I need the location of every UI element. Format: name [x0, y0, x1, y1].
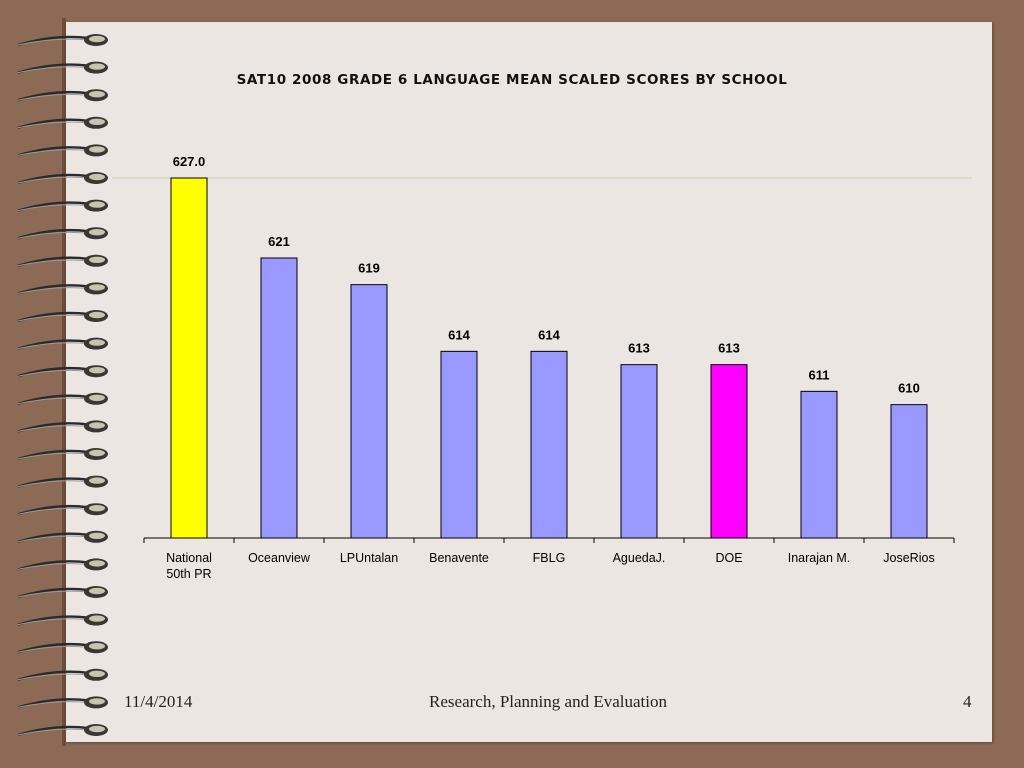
data-label: 614 — [538, 327, 560, 342]
spiral-ring — [17, 310, 108, 323]
data-label: 614 — [448, 327, 470, 342]
spiral-ring — [17, 558, 108, 571]
bar — [800, 390, 838, 539]
spiral-ring — [17, 172, 108, 185]
spiral-ring — [17, 282, 108, 295]
category-label: Oceanview — [248, 551, 311, 565]
data-label: 627.0 — [173, 154, 206, 169]
bar — [710, 364, 748, 539]
spiral-ring — [17, 613, 108, 626]
bar — [260, 257, 298, 539]
spiral-ring — [17, 116, 108, 129]
data-label: 611 — [809, 367, 830, 382]
spiral-ring — [17, 34, 108, 47]
bar — [890, 404, 928, 539]
bar — [170, 177, 208, 539]
bar — [620, 364, 658, 539]
spiral-ring — [17, 586, 108, 599]
spiral-ring — [17, 61, 108, 74]
spiral-ring — [17, 392, 108, 405]
spiral-ring — [17, 448, 108, 461]
spiral-ring — [17, 724, 108, 737]
spiral-ring — [17, 254, 108, 267]
category-label: LPUntalan — [340, 551, 398, 565]
chart-title: SAT10 2008 GRADE 6 LANGUAGE MEAN SCALED … — [236, 72, 788, 88]
notebook-page — [66, 22, 992, 742]
footer-text: Research, Planning and Evaluation — [429, 692, 667, 711]
category-label: Inarajan M. — [788, 551, 851, 565]
spiral-ring — [17, 199, 108, 212]
spiral-ring — [17, 641, 108, 654]
data-label: 613 — [718, 341, 740, 356]
footer-date: 11/4/2014 — [124, 692, 193, 711]
spiral-ring — [17, 503, 108, 516]
category-label: JoseRios — [883, 551, 934, 565]
data-label: 613 — [628, 341, 650, 356]
spiral-ring — [17, 420, 108, 433]
data-label: 619 — [358, 261, 380, 276]
spiral-binding — [17, 34, 108, 737]
page-number: 4 — [963, 692, 972, 711]
spiral-ring — [17, 365, 108, 378]
bar — [440, 350, 478, 539]
category-label: DOE — [715, 551, 742, 565]
spiral-ring — [17, 475, 108, 488]
category-label: Benavente — [429, 551, 489, 565]
category-label: AguedaJ. — [613, 551, 666, 565]
data-label: 621 — [268, 234, 290, 249]
spiral-ring — [17, 227, 108, 240]
category-label: National 50th PR — [166, 551, 212, 581]
bar — [350, 284, 388, 539]
category-label: FBLG — [533, 551, 566, 565]
spiral-ring — [17, 337, 108, 350]
bar — [530, 350, 568, 539]
spiral-ring — [17, 530, 108, 543]
spiral-ring — [17, 696, 108, 709]
spiral-ring — [17, 144, 108, 157]
spiral-ring — [17, 668, 108, 681]
spiral-ring — [17, 89, 108, 102]
paper-edge — [62, 18, 66, 746]
data-label: 610 — [898, 381, 920, 396]
